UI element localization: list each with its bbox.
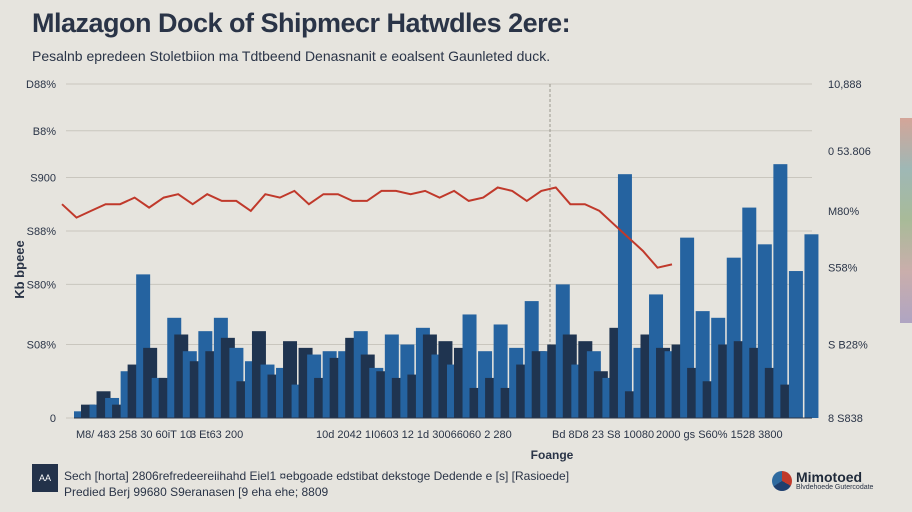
footer-source-text: Sech [horta] 2806refredeereiihahd Eiel1 … [64,468,569,500]
left-tick-label: D88% [26,79,56,91]
right-tick-label: 10,888 [828,79,862,91]
right-tick-label: 0 53.806 [828,146,871,158]
left-tick-label: S08% [27,340,57,352]
x-tick-label: 3 Et63 200 [190,429,243,441]
x-tick-label: 10d 2042 1I0603 12 1d 30066060 2 280 [316,429,512,441]
x-axis-label: Foange [531,448,574,462]
left-tick-label: 0 [50,413,56,425]
left-tick-label: S900 [30,173,56,185]
right-tick-label: M80% [828,206,859,218]
left-tick-label: B8% [33,126,56,138]
bar-blue [773,164,788,418]
x-tick-label: Bd 8D8 23 S8 10080 [552,429,654,441]
series-line [61,186,673,269]
brand-mark-icon [772,470,792,491]
right-tick-label: S B28% [828,340,868,352]
footer-line-2: Predied Berj 99680 S9eranasen [9 eha ehe… [64,485,329,499]
bar-blue [788,271,803,418]
bar-blue [617,174,632,418]
page-title: Mlazagon Dock of Shipmecr Hatwdles 2ere: [32,8,571,38]
right-tick-label: S58% [828,263,858,275]
left-tick-label: S88% [27,226,57,238]
brand-subtitle: Blvdehoede Gutercodate [796,484,874,491]
color-legend-strip [900,118,912,323]
brand-name: Mimotoed [796,469,863,485]
brand-logo: Mimotoed Blvdehoede Gutercodate [772,470,873,491]
x-tick-label: 2000 gs S60% 1528 3800 [656,429,783,441]
left-tick-label: S80% [27,279,57,291]
bar-blue [804,234,819,418]
x-tick-label: M8/ 483 258 30 60iT 10 [76,429,192,441]
page-subtitle: Pesalnb epredeen Stoletbiion ma Tdtbeend… [32,48,551,64]
right-tick-label: 8 S838 [828,413,863,425]
footer-line-1: Sech [horta] 2806refredeereiihahd Eiel1 … [64,469,570,483]
source-logo: AA [32,464,58,492]
